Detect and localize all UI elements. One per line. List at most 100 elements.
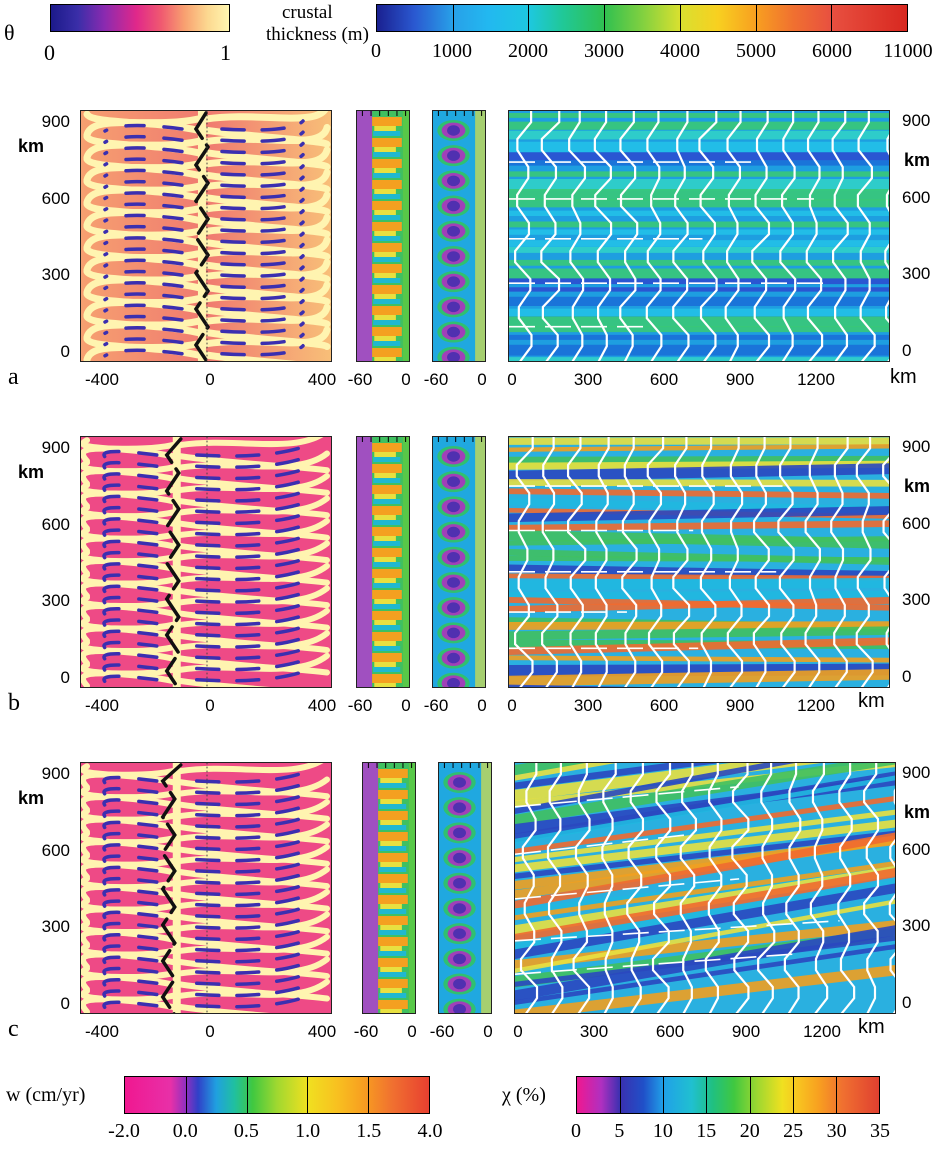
chi-strip-svg xyxy=(433,111,485,361)
w-strip-panel xyxy=(362,762,416,1014)
right-y-tick: 0 xyxy=(902,667,912,686)
right-x-unit: km xyxy=(890,366,917,388)
right-x-tick: 300 xyxy=(573,696,603,715)
right-y-tick: 900 xyxy=(902,437,931,456)
colorbar-tick-label: 25 xyxy=(783,1120,804,1142)
colorbar-tick-label: 0.0 xyxy=(172,1120,198,1142)
right-y-tick: 300 xyxy=(902,264,931,284)
right-y-tick: 300 xyxy=(902,590,931,610)
theta-map-svg xyxy=(81,111,331,361)
colorbar-tick-label: 4000 xyxy=(660,40,700,62)
w-strip-svg xyxy=(357,111,409,361)
theta-map-svg xyxy=(81,437,331,687)
right-x-tick: 1200 xyxy=(797,370,835,389)
strip-x-tick: 0 xyxy=(477,696,487,715)
strip-x-tick: 0 xyxy=(401,370,411,389)
colorbar-tick-label: 0 xyxy=(571,1120,581,1142)
w-strip-panel xyxy=(356,436,410,688)
crustal-thickness-svg xyxy=(509,437,889,687)
right-x-unit: km xyxy=(858,1016,885,1038)
chi-label: χ (%) xyxy=(502,1084,546,1106)
right-x-tick: 600 xyxy=(649,370,679,389)
chi-colorbar xyxy=(576,1076,880,1114)
theta-map-panel xyxy=(80,762,332,1014)
left-y-tick: 900 xyxy=(41,112,70,131)
theta-min-label: 0 xyxy=(44,40,55,65)
left-y-tick: 300 xyxy=(41,591,70,611)
right-x-tick: 300 xyxy=(573,370,603,389)
left-y-unit: km xyxy=(18,136,45,156)
theta-max-label: 1 xyxy=(220,40,231,65)
right-y-unit: km xyxy=(904,802,931,822)
left-y-tick: 600 xyxy=(41,840,70,860)
colorbar-tick-label: 5 xyxy=(614,1120,625,1142)
right-y-tick: 0 xyxy=(902,341,912,360)
right-x-tick: 1200 xyxy=(803,1022,841,1041)
crustal-thickness-svg xyxy=(515,763,895,1013)
colorbar-tick-label: 30 xyxy=(826,1120,847,1142)
strip-x-tick: -60 xyxy=(423,696,449,715)
chi-strip-panel xyxy=(438,762,492,1014)
strip-x-tick: 0 xyxy=(407,1022,417,1041)
colorbar-tick-label: 11000 xyxy=(883,40,933,62)
right-y-tick: 600 xyxy=(902,513,931,533)
strip-x-tick: -60 xyxy=(347,370,373,389)
strip-x-tick: -60 xyxy=(423,370,449,389)
theta-colorbar xyxy=(50,4,230,32)
right-x-tick: 0 xyxy=(507,696,517,715)
chi-strip-panel xyxy=(432,436,486,688)
right-y-tick: 900 xyxy=(902,111,931,130)
left-y-tick: 900 xyxy=(41,764,70,783)
colorbar-tick-label: 5000 xyxy=(736,40,776,62)
left-y-tick: 0 xyxy=(60,342,70,361)
right-y-tick: 600 xyxy=(902,839,931,859)
crustal-label-line1: crustal xyxy=(282,2,333,23)
right-y-unit: km xyxy=(904,476,931,496)
w-colorbar xyxy=(124,1076,430,1114)
strip-x-tick: -60 xyxy=(429,1022,455,1041)
crustal-thickness-colorbar xyxy=(376,4,908,32)
crustal-thickness-panel xyxy=(508,110,890,362)
crustal-thickness-svg xyxy=(509,111,889,361)
colorbar-tick-label: -2.0 xyxy=(108,1120,140,1142)
left-y-tick: 0 xyxy=(60,668,70,687)
colorbar-tick-label: 0 xyxy=(371,40,381,62)
strip-x-tick: -60 xyxy=(353,1022,379,1041)
crustal-thickness-panel xyxy=(514,762,896,1014)
left-x-tick: 0 xyxy=(205,696,215,715)
colorbar-tick-label: 0.5 xyxy=(233,1120,259,1142)
theta-symbol: θ xyxy=(4,20,15,45)
colorbar-tick-label: 1000 xyxy=(432,40,472,62)
theta-map-panel xyxy=(80,110,332,362)
colorbar-tick-label: 3000 xyxy=(584,40,624,62)
left-y-tick: 300 xyxy=(41,265,70,285)
strip-x-tick: 0 xyxy=(401,696,411,715)
right-y-unit: km xyxy=(904,150,931,170)
right-x-unit: km xyxy=(858,690,885,712)
left-y-tick: 600 xyxy=(41,514,70,534)
right-x-tick: 600 xyxy=(649,696,679,715)
colorbar-tick-label: 35 xyxy=(870,1120,890,1142)
w-label: w (cm/yr) xyxy=(6,1084,86,1106)
left-y-unit: km xyxy=(18,462,45,482)
w-strip-svg xyxy=(363,763,415,1013)
colorbar-tick-label: 20 xyxy=(739,1120,760,1142)
crustal-thickness-panel xyxy=(508,436,890,688)
panel-letter: a xyxy=(8,364,19,390)
colorbar-tick-label: 15 xyxy=(696,1120,717,1142)
left-y-tick: 900 xyxy=(41,438,70,457)
right-y-tick: 900 xyxy=(902,763,931,782)
right-x-tick: 900 xyxy=(731,1022,761,1041)
left-x-tick: -400 xyxy=(84,370,120,389)
right-x-tick: 1200 xyxy=(797,696,835,715)
right-x-tick: 300 xyxy=(579,1022,609,1041)
colorbar-tick-label: 2000 xyxy=(508,40,548,62)
right-x-tick: 0 xyxy=(507,370,517,389)
left-x-tick: 0 xyxy=(205,370,215,389)
colorbar-tick-label: 1.5 xyxy=(356,1120,382,1142)
colorbar-tick-label: 1.0 xyxy=(295,1120,321,1142)
theta-map-svg xyxy=(81,763,331,1013)
w-strip-panel xyxy=(356,110,410,362)
left-y-tick: 0 xyxy=(60,994,70,1013)
colorbar-tick-label: 10 xyxy=(652,1120,673,1142)
